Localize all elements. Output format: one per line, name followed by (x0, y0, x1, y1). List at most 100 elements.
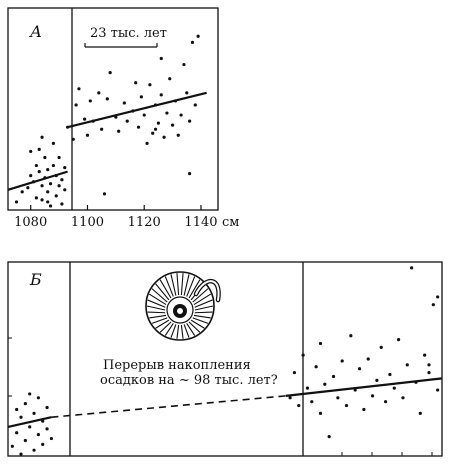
panel-a-frame (7, 7, 219, 211)
panel-a-point-64 (179, 113, 183, 117)
panel-b-point-7 (32, 411, 36, 415)
panel-b-point-35 (357, 367, 362, 371)
panel-a-point-32 (74, 103, 78, 107)
panel-a-points (14, 34, 200, 208)
panel-a-point-68 (190, 40, 195, 44)
panel-a-point-25 (63, 165, 67, 170)
panel-b-edge-ticks (8, 337, 433, 456)
panel-a-point-39 (100, 127, 104, 131)
panel-b-point-22 (305, 386, 310, 390)
panel-b-point-9 (36, 396, 40, 400)
panel-a-point-5 (34, 163, 38, 168)
panel-b-point-5 (28, 425, 32, 429)
panel-a-point-73 (153, 127, 158, 131)
panel-a-point-48 (134, 81, 138, 85)
panel-a-point-22 (57, 155, 61, 160)
scale-bar-label: 23 тыс. лет (90, 26, 167, 41)
panel-a-point-60 (168, 77, 172, 81)
panel-b-point-55 (427, 363, 431, 367)
x-tick-label-1140: 1140 (184, 215, 217, 230)
panel-b-point-1 (15, 431, 19, 435)
panel-b-point-44 (397, 338, 401, 342)
panel-a-trend-0 (7, 170, 68, 191)
panel-a-point-36 (88, 99, 92, 103)
panel-b-point-13 (45, 405, 49, 410)
panel-a-point-50 (139, 95, 143, 99)
panel-b-point-6 (32, 448, 36, 452)
panel-b-point-4 (23, 402, 27, 406)
panel-a-point-35 (85, 133, 90, 137)
panel-b-point-25 (318, 341, 323, 346)
panel-a-point-52 (145, 141, 149, 145)
panel-a-point-18 (51, 163, 56, 168)
panel-a-point-63 (176, 133, 180, 137)
panel-a-point-38 (97, 91, 101, 95)
panel-a-point-31 (71, 137, 75, 141)
panel-b-trend-left (7, 416, 52, 428)
panel-b-trend-right (285, 377, 443, 397)
panel-a-label: А (29, 22, 42, 41)
panel-b-point-8 (36, 433, 40, 437)
panel-a-point-1 (20, 190, 24, 194)
panel-b-point-31 (340, 359, 344, 363)
panel-a-point-40 (102, 192, 107, 196)
panel-a-point-67 (188, 119, 192, 123)
panel-b-point-40 (379, 345, 383, 349)
panel-b-point-27 (323, 382, 327, 386)
panel-a-point-8 (37, 170, 41, 174)
panel-a-point-51 (142, 113, 146, 117)
panel-b-point-17 (15, 407, 19, 412)
panel-a-point-59 (165, 111, 169, 115)
panel-a-point-17 (51, 141, 56, 145)
panel-a-point-6 (34, 196, 38, 200)
x-tick-label-1080: 1080 (14, 215, 47, 230)
panel-a-point-24 (60, 178, 64, 182)
panel-b-point-3 (23, 438, 27, 443)
panel-b-point-24 (314, 365, 318, 369)
panel-b-point-2 (19, 415, 23, 419)
panel-a-point-27 (40, 135, 44, 139)
panel-b-point-0 (10, 444, 14, 448)
panel-a-point-15 (48, 182, 53, 186)
panel-a-point-28 (29, 149, 33, 154)
panel-b-point-53 (436, 388, 440, 392)
panel-b-point-46 (405, 363, 409, 367)
gap-annotation: Перерыв накопления осадков на ~ 98 тыс. … (100, 358, 278, 388)
panel-a-point-7 (37, 147, 41, 151)
panel-b-point-38 (370, 394, 375, 398)
panel-b-trend-lines (7, 377, 443, 428)
panel-b-point-39 (375, 378, 379, 382)
panel-b-point-23 (310, 400, 314, 404)
panel-a-point-45 (122, 101, 126, 105)
x-axis-ticks: 1080 1100 1120 1140 (14, 205, 218, 230)
panel-b-point-14 (19, 452, 23, 456)
panel-b-point-26 (318, 411, 323, 415)
panel-a-point-46 (125, 119, 129, 123)
panel-b-points (10, 266, 440, 456)
panel-b-point-37 (366, 357, 370, 361)
panel-b-point-15 (28, 392, 32, 396)
panel-b-trend-dashed (51, 395, 286, 418)
panel-a-point-41 (105, 97, 109, 101)
panel-a-point-65 (182, 62, 186, 67)
panel-a-point-13 (46, 168, 50, 172)
panel-b-point-41 (383, 400, 388, 404)
panel-b-point-50 (423, 353, 427, 357)
panel-a-point-23 (60, 202, 64, 206)
panel-a-point-3 (29, 174, 33, 178)
panel-a-point-61 (170, 123, 175, 127)
panel-b-point-32 (344, 403, 349, 408)
panel-b-point-20 (297, 403, 301, 408)
panel-a-point-57 (159, 93, 163, 97)
panel-b-frame (7, 261, 443, 457)
panel-a-point-9 (40, 198, 44, 202)
panel-b-point-19 (292, 370, 297, 375)
panel-a-point-21 (57, 184, 61, 188)
panel-a-point-69 (193, 103, 197, 107)
panel-a-point-58 (162, 135, 166, 139)
panel-b-point-12 (45, 427, 49, 431)
panel-b-point-52 (431, 303, 435, 307)
panel-b-point-47 (410, 266, 414, 270)
panel-a-point-14 (46, 190, 50, 194)
